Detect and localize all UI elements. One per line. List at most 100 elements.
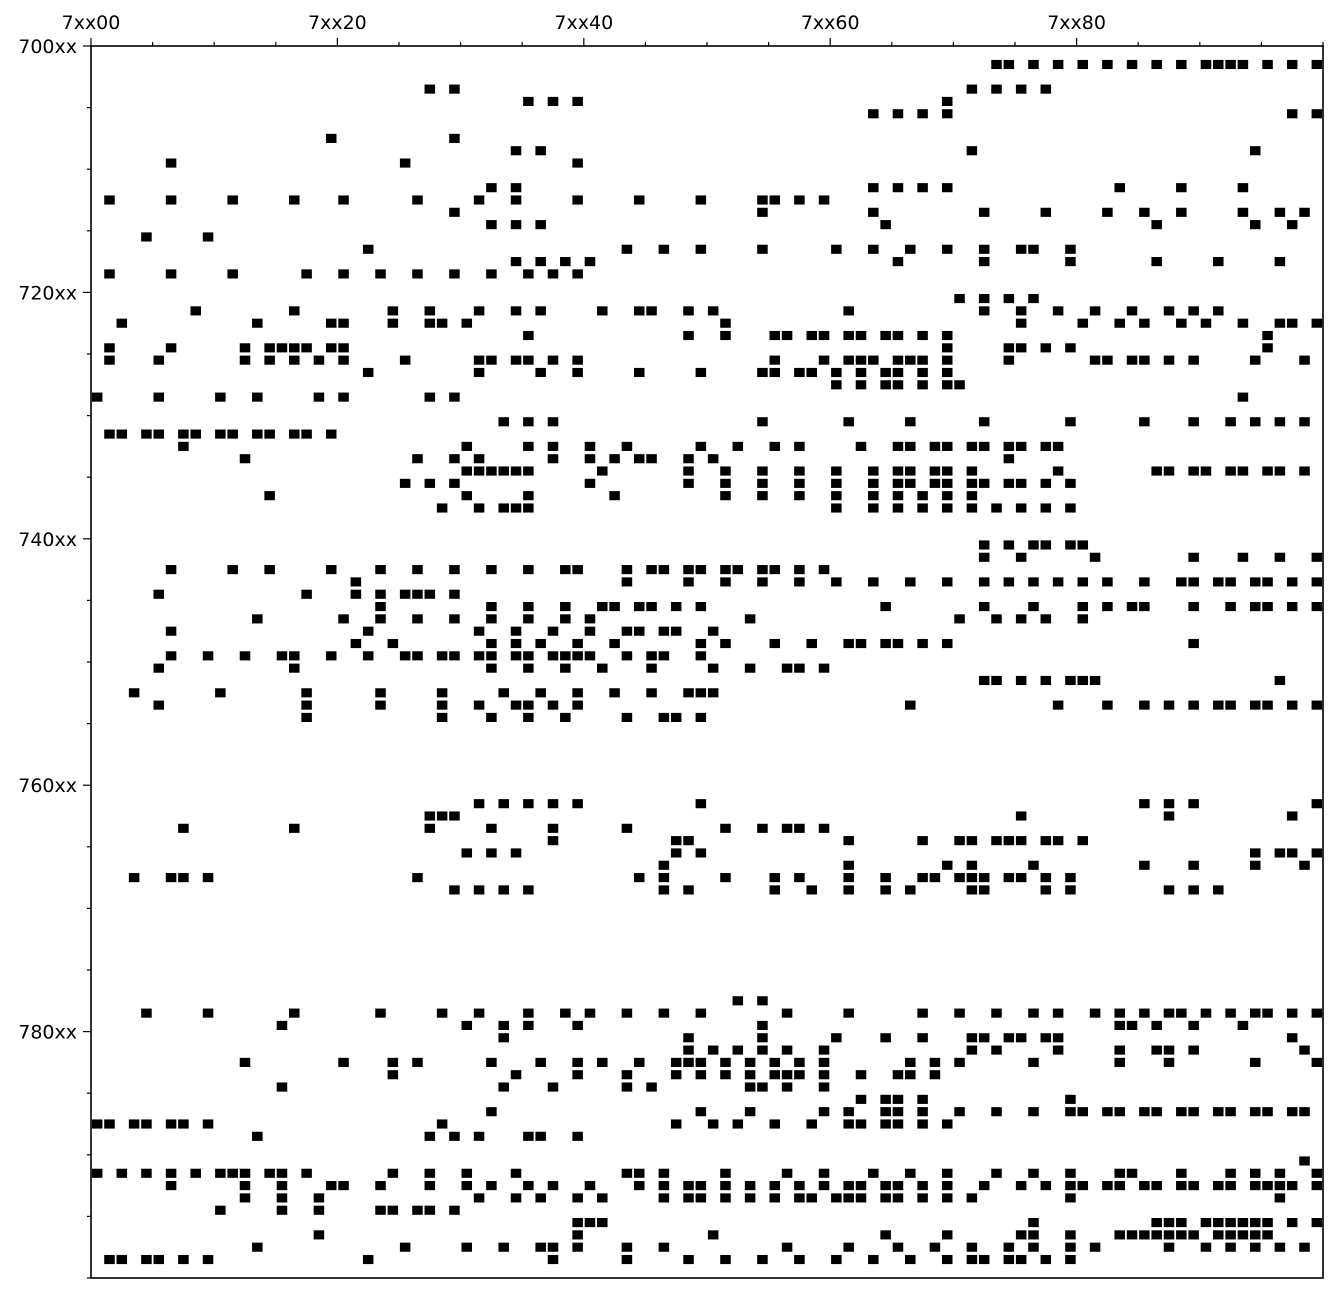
heatmap-cell	[892, 466, 904, 476]
heatmap-cells	[91, 59, 1323, 1265]
heatmap-cell	[461, 491, 473, 501]
heatmap-cell	[535, 1057, 546, 1067]
heatmap-cell	[954, 1057, 965, 1067]
heatmap-cell	[707, 306, 719, 316]
heatmap-cell	[658, 1242, 670, 1252]
heatmap-cell	[1139, 1008, 1150, 1018]
heatmap-cell	[1262, 1181, 1273, 1191]
heatmap-cell	[523, 96, 534, 106]
heatmap-cell	[794, 1193, 805, 1203]
heatmap-cell	[1028, 602, 1039, 612]
heatmap-cell	[658, 244, 670, 254]
heatmap-cell	[1274, 417, 1286, 427]
heatmap-cell	[769, 1193, 781, 1203]
heatmap-cell	[1065, 1193, 1076, 1203]
heatmap-cell	[424, 1181, 436, 1191]
heatmap-cell	[178, 429, 189, 439]
heatmap-cell	[1188, 885, 1199, 895]
heatmap-cell	[1274, 1181, 1286, 1191]
heatmap-cell	[399, 589, 411, 599]
heatmap-cell	[1028, 540, 1039, 550]
heatmap-cell	[1274, 675, 1286, 686]
heatmap-cell	[1299, 860, 1310, 870]
heatmap-cell	[190, 429, 201, 439]
heatmap-cell	[560, 565, 571, 575]
heatmap-cell	[1200, 318, 1212, 328]
heatmap-cell	[1299, 1107, 1310, 1117]
heatmap-cell	[1065, 1242, 1076, 1252]
heatmap-cell	[966, 1254, 978, 1265]
heatmap-cell	[325, 429, 337, 439]
heatmap-cell	[1003, 836, 1015, 846]
heatmap-cell	[436, 811, 448, 821]
heatmap-cell	[646, 602, 657, 612]
heatmap-cell	[720, 318, 731, 328]
heatmap-cell	[683, 1057, 694, 1067]
heatmap-cell	[350, 577, 362, 587]
x-tick-label: 7xx80	[1047, 12, 1106, 34]
heatmap-cell	[880, 1107, 891, 1117]
heatmap-cell	[695, 195, 707, 205]
heatmap-cell	[941, 1254, 953, 1265]
heatmap-cell	[991, 1168, 1002, 1178]
heatmap-cell	[1213, 1218, 1224, 1228]
heatmap-cell	[757, 1020, 768, 1030]
x-tick-label: 7xx00	[62, 12, 121, 34]
heatmap-cell	[1052, 59, 1064, 70]
heatmap-cell	[769, 1119, 781, 1129]
heatmap-cell	[1151, 220, 1162, 230]
heatmap-cell	[1286, 577, 1298, 587]
heatmap-cell	[732, 1119, 744, 1129]
heatmap-cell	[584, 651, 596, 661]
heatmap-cell	[547, 799, 559, 809]
heatmap-cell	[941, 466, 953, 476]
heatmap-cell	[1286, 602, 1298, 612]
heatmap-cell	[1040, 836, 1052, 846]
heatmap-cell	[978, 207, 990, 217]
heatmap-cell	[1065, 675, 1076, 686]
heatmap-cell	[695, 712, 707, 722]
heatmap-cell	[91, 1168, 103, 1178]
heatmap-cell	[757, 244, 768, 254]
heatmap-cell	[1065, 478, 1076, 488]
heatmap-cell	[1188, 700, 1199, 710]
heatmap-cell	[461, 1181, 473, 1191]
heatmap-cell	[1286, 1107, 1298, 1117]
heatmap-cell	[966, 1193, 978, 1203]
heatmap-cell	[560, 614, 571, 624]
heatmap-cell	[1163, 355, 1175, 365]
heatmap-cell	[387, 638, 399, 649]
heatmap-cell	[1176, 577, 1187, 587]
heatmap-cell	[1311, 848, 1323, 858]
heatmap-cell	[1052, 577, 1064, 587]
heatmap-cell	[1274, 1168, 1286, 1178]
heatmap-cell	[1249, 1242, 1261, 1252]
heatmap-cell	[486, 1057, 497, 1067]
heatmap-cell	[794, 823, 805, 833]
heatmap-cell	[905, 1070, 916, 1080]
heatmap-cell	[523, 885, 534, 895]
heatmap-cell	[769, 355, 781, 365]
heatmap-cell	[905, 1057, 916, 1067]
heatmap-cell	[818, 1168, 830, 1178]
heatmap-cell	[892, 1107, 904, 1117]
heatmap-cell	[917, 380, 928, 390]
heatmap-cell	[449, 84, 460, 94]
heatmap-cell	[843, 417, 854, 427]
heatmap-cell	[1311, 1181, 1323, 1191]
heatmap-cell	[1114, 1181, 1125, 1191]
heatmap-cell	[338, 318, 349, 328]
heatmap-cell	[978, 540, 990, 550]
heatmap-cell	[178, 1254, 189, 1265]
heatmap-cell	[1003, 294, 1015, 304]
heatmap-cell	[1311, 700, 1323, 710]
heatmap-cell	[695, 799, 707, 809]
heatmap-cell	[744, 1082, 756, 1092]
heatmap-cell	[855, 638, 867, 649]
heatmap-cell	[264, 491, 275, 501]
heatmap-cell	[917, 491, 928, 501]
heatmap-cell	[572, 1218, 583, 1228]
heatmap-cell	[325, 565, 337, 575]
heatmap-cell	[769, 885, 781, 895]
heatmap-cell	[1163, 885, 1175, 895]
